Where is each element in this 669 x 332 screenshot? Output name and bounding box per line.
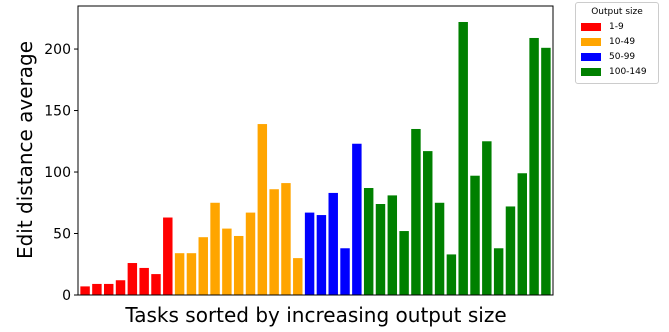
bar	[293, 258, 303, 295]
legend-swatch	[581, 22, 601, 31]
bar	[434, 202, 445, 295]
bar	[281, 183, 291, 295]
bar	[245, 212, 256, 295]
bar	[517, 173, 527, 295]
bar	[458, 21, 468, 296]
bar	[210, 202, 220, 295]
bar	[257, 124, 268, 295]
y-tick-label: 150	[44, 104, 71, 120]
bar	[375, 204, 386, 295]
legend-title: Output size	[591, 7, 643, 17]
legend-swatch	[581, 37, 601, 46]
legend-item: 10-49	[581, 34, 658, 49]
bar	[151, 274, 161, 295]
legend-label: 100-149	[609, 66, 647, 77]
bar	[92, 283, 102, 295]
bar	[387, 195, 398, 295]
y-tick-label: 50	[53, 227, 71, 243]
legend-item: 1-9	[581, 19, 658, 34]
bar	[482, 141, 492, 295]
bar	[222, 228, 232, 295]
plot-frame	[77, 5, 554, 296]
bar	[411, 128, 421, 295]
bars-group	[80, 21, 551, 296]
bar	[541, 47, 551, 296]
bar	[316, 215, 327, 295]
bar	[340, 248, 350, 295]
x-axis-label: Tasks sorted by increasing output size	[124, 303, 506, 327]
bar	[127, 263, 138, 295]
legend-item: 50-99	[581, 49, 658, 64]
y-tick-label: 100	[44, 165, 71, 181]
bar	[198, 237, 208, 295]
bar	[269, 189, 279, 295]
bar	[446, 254, 457, 295]
bar	[186, 253, 197, 295]
bar	[233, 235, 244, 295]
legend-label: 1-9	[609, 21, 624, 32]
bar	[470, 175, 480, 295]
bar	[80, 286, 90, 295]
bar	[352, 143, 362, 295]
y-axis: 0 50 100 150 200	[44, 42, 78, 304]
legend-swatch	[581, 67, 601, 76]
y-tick-label: 200	[44, 42, 71, 58]
bar	[423, 151, 433, 295]
bar	[304, 212, 315, 295]
y-tick-label: 0	[62, 288, 71, 304]
bar	[163, 217, 173, 295]
bar	[174, 253, 185, 295]
bar	[139, 267, 149, 295]
bar	[115, 280, 126, 295]
legend-item: 100-149	[581, 64, 658, 79]
bar	[493, 248, 504, 295]
legend-label: 10-49	[609, 36, 636, 47]
bar	[505, 206, 516, 295]
y-axis-label: Edit distance average	[13, 41, 37, 259]
bar	[104, 283, 114, 295]
legend-swatch	[581, 52, 601, 61]
bar	[328, 192, 338, 295]
legend-label: 50-99	[609, 51, 636, 62]
legend: Output size 1-9 10-49 50-99 100-149	[575, 2, 659, 84]
bar	[399, 231, 409, 295]
bar	[529, 37, 539, 295]
bar	[363, 188, 374, 295]
